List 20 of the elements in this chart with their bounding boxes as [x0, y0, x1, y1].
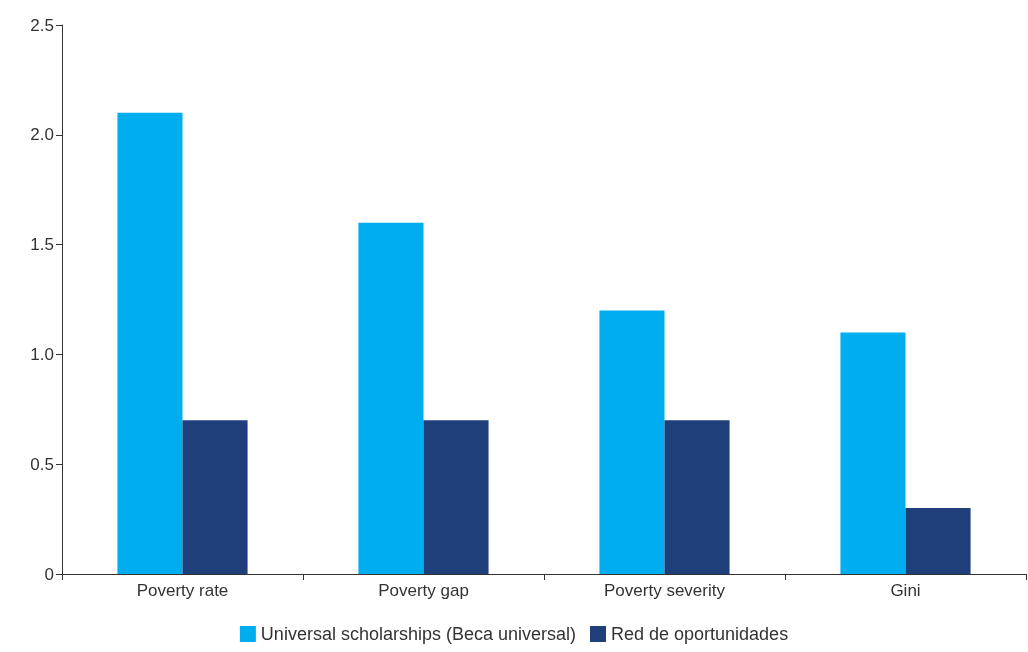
- bar: [423, 420, 489, 574]
- y-tick-label: 1.0: [30, 344, 54, 364]
- y-tick-label: 0.5: [30, 454, 54, 474]
- legend-label: Red de oportunidades: [610, 624, 789, 644]
- x-tick-label: Gini: [890, 581, 921, 600]
- bar: [358, 222, 424, 574]
- y-tick-label: 2.0: [30, 125, 54, 145]
- y-tick-label: 0: [44, 564, 54, 584]
- bar: [840, 332, 906, 574]
- x-tick-label: Poverty rate: [136, 581, 229, 600]
- bar: [599, 310, 665, 574]
- y-tick-label: 1.5: [30, 235, 54, 255]
- legend-label: Universal scholarships (Beca universal): [260, 624, 576, 644]
- bar: [905, 508, 971, 574]
- x-tick-label: Poverty severity: [604, 581, 726, 600]
- y-tick-label: 2.5: [30, 15, 54, 35]
- bar: [117, 112, 183, 574]
- bar: [664, 420, 730, 574]
- bar: [182, 420, 248, 574]
- x-tick-label: Poverty gap: [378, 581, 469, 600]
